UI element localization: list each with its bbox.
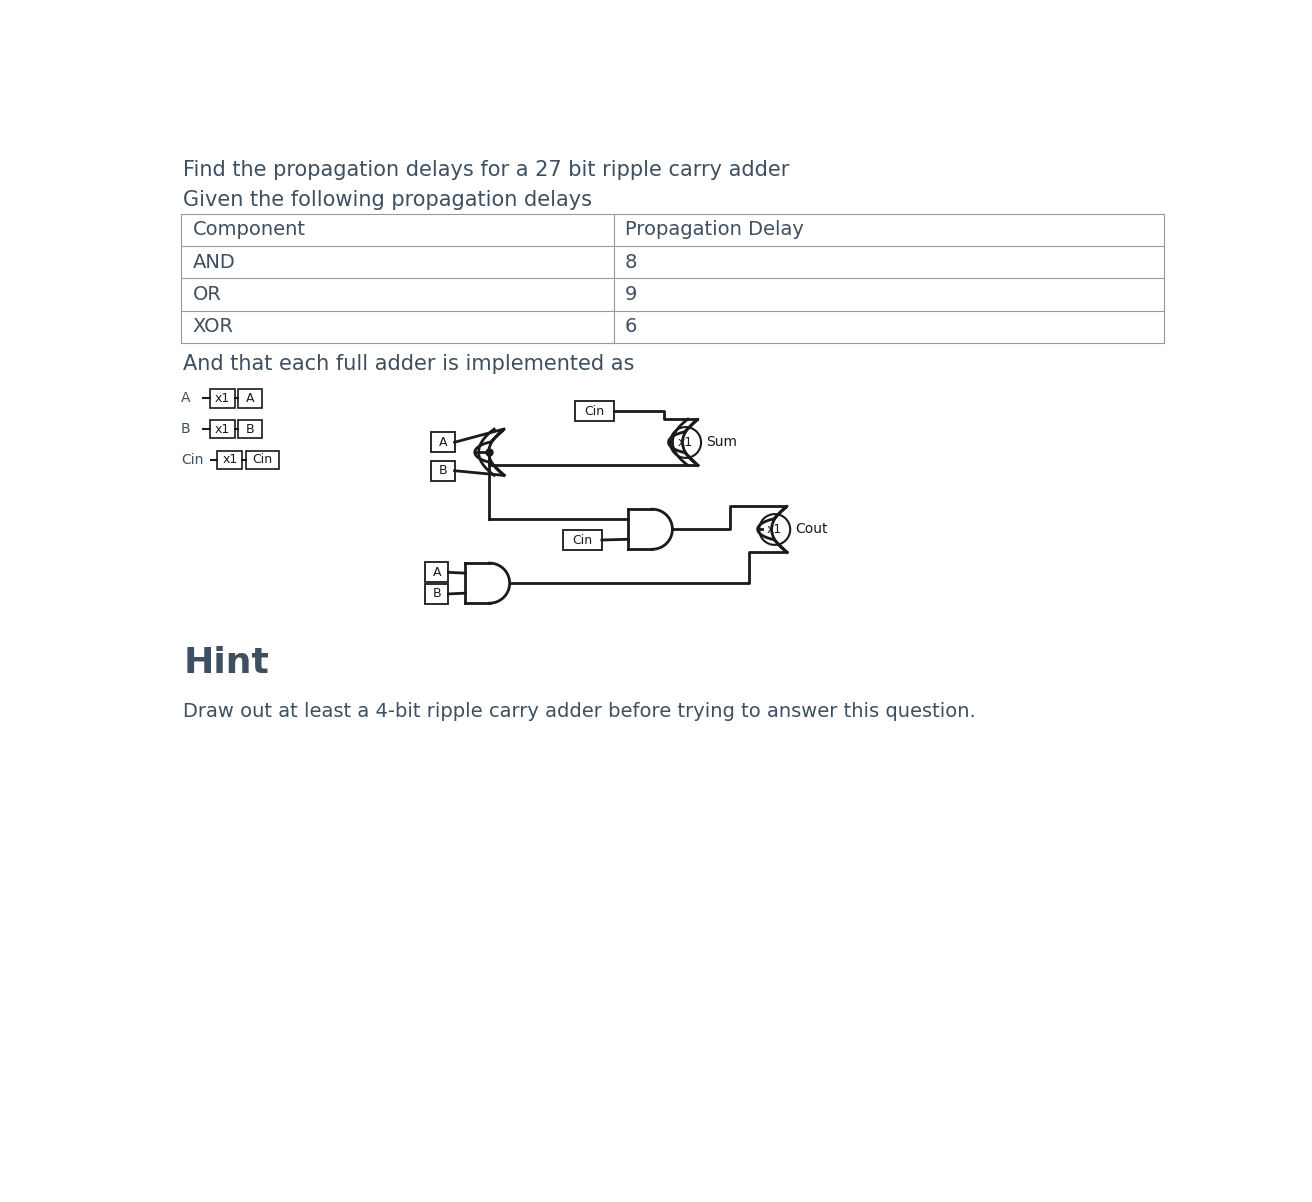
Circle shape: [670, 427, 701, 458]
Text: Draw out at least a 4-bit ripple carry adder before trying to answer this questi: Draw out at least a 4-bit ripple carry a…: [184, 702, 976, 721]
Text: Hint: Hint: [184, 647, 269, 680]
Text: 9: 9: [625, 285, 638, 304]
FancyBboxPatch shape: [432, 433, 455, 452]
Text: AND: AND: [193, 252, 235, 272]
Circle shape: [760, 514, 790, 545]
Text: Cin: Cin: [572, 534, 593, 547]
FancyBboxPatch shape: [210, 419, 235, 439]
Text: x1: x1: [768, 523, 782, 536]
Text: 8: 8: [625, 252, 638, 272]
Text: Sum: Sum: [706, 435, 737, 450]
Text: x1: x1: [214, 423, 230, 435]
FancyBboxPatch shape: [432, 460, 455, 481]
FancyBboxPatch shape: [575, 401, 614, 422]
Text: x1: x1: [678, 436, 693, 450]
Text: Find the propagation delays for a 27 bit ripple carry adder: Find the propagation delays for a 27 bit…: [184, 160, 790, 179]
Text: XOR: XOR: [193, 317, 234, 337]
Text: B: B: [438, 464, 447, 477]
Text: Component: Component: [193, 220, 306, 239]
FancyBboxPatch shape: [247, 451, 278, 469]
Text: OR: OR: [193, 285, 222, 304]
FancyBboxPatch shape: [425, 563, 449, 583]
Text: Cin: Cin: [584, 405, 605, 418]
Text: Cout: Cout: [795, 523, 828, 536]
FancyBboxPatch shape: [563, 530, 602, 551]
FancyBboxPatch shape: [239, 419, 261, 439]
FancyBboxPatch shape: [210, 389, 235, 407]
Text: And that each full adder is implemented as: And that each full adder is implemented …: [184, 353, 635, 374]
Text: Given the following propagation delays: Given the following propagation delays: [184, 190, 593, 210]
Text: Propagation Delay: Propagation Delay: [625, 220, 804, 239]
Text: B: B: [181, 422, 190, 436]
Text: x1: x1: [222, 453, 237, 466]
Text: x1: x1: [214, 392, 230, 405]
Text: Cin: Cin: [181, 453, 203, 466]
FancyBboxPatch shape: [239, 389, 261, 407]
FancyBboxPatch shape: [218, 451, 243, 469]
Text: A: A: [245, 392, 255, 405]
Text: A: A: [438, 436, 447, 448]
Text: A: A: [181, 392, 190, 405]
Text: Cin: Cin: [252, 453, 273, 466]
Text: B: B: [245, 423, 255, 435]
Text: 6: 6: [625, 317, 638, 337]
Text: B: B: [433, 588, 441, 601]
FancyBboxPatch shape: [425, 584, 449, 603]
Text: A: A: [433, 566, 441, 579]
